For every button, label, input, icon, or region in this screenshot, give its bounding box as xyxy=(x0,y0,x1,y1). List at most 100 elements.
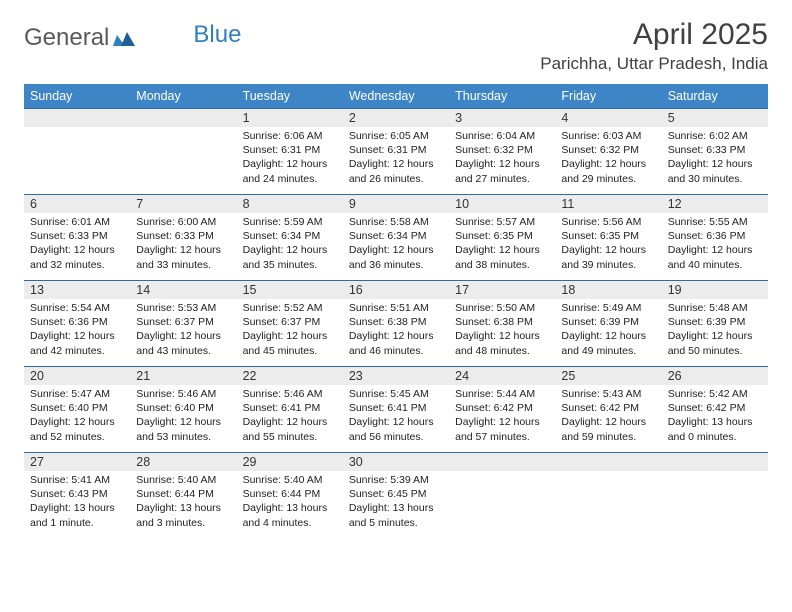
calendar-cell xyxy=(24,108,130,194)
day-number: 28 xyxy=(130,453,236,471)
day-details: Sunrise: 5:46 AMSunset: 6:40 PMDaylight:… xyxy=(130,385,236,444)
day-header: Friday xyxy=(555,84,661,108)
day-details: Sunrise: 5:58 AMSunset: 6:34 PMDaylight:… xyxy=(343,213,449,272)
calendar-cell xyxy=(449,452,555,538)
calendar-cell: 17Sunrise: 5:50 AMSunset: 6:38 PMDayligh… xyxy=(449,280,555,366)
header: General Blue April 2025 Parichha, Uttar … xyxy=(24,18,768,74)
calendar-cell: 13Sunrise: 5:54 AMSunset: 6:36 PMDayligh… xyxy=(24,280,130,366)
day-details: Sunrise: 6:05 AMSunset: 6:31 PMDaylight:… xyxy=(343,127,449,186)
day-number: 26 xyxy=(662,367,768,385)
logo-word1: General xyxy=(24,24,109,52)
calendar-cell: 19Sunrise: 5:48 AMSunset: 6:39 PMDayligh… xyxy=(662,280,768,366)
calendar-cell: 11Sunrise: 5:56 AMSunset: 6:35 PMDayligh… xyxy=(555,194,661,280)
day-number: 5 xyxy=(662,109,768,127)
day-number: 25 xyxy=(555,367,661,385)
day-details: Sunrise: 5:40 AMSunset: 6:44 PMDaylight:… xyxy=(237,471,343,530)
day-details: Sunrise: 5:55 AMSunset: 6:36 PMDaylight:… xyxy=(662,213,768,272)
day-number: 8 xyxy=(237,195,343,213)
day-header: Wednesday xyxy=(343,84,449,108)
calendar-week-row: 1Sunrise: 6:06 AMSunset: 6:31 PMDaylight… xyxy=(24,108,768,194)
day-number: 19 xyxy=(662,281,768,299)
day-details: Sunrise: 5:54 AMSunset: 6:36 PMDaylight:… xyxy=(24,299,130,358)
day-details: Sunrise: 6:00 AMSunset: 6:33 PMDaylight:… xyxy=(130,213,236,272)
calendar-cell: 9Sunrise: 5:58 AMSunset: 6:34 PMDaylight… xyxy=(343,194,449,280)
day-number: 2 xyxy=(343,109,449,127)
day-number: 1 xyxy=(237,109,343,127)
calendar-table: SundayMondayTuesdayWednesdayThursdayFrid… xyxy=(24,84,768,538)
calendar-cell: 20Sunrise: 5:47 AMSunset: 6:40 PMDayligh… xyxy=(24,366,130,452)
day-details: Sunrise: 5:57 AMSunset: 6:35 PMDaylight:… xyxy=(449,213,555,272)
day-details: Sunrise: 6:01 AMSunset: 6:33 PMDaylight:… xyxy=(24,213,130,272)
day-number: 15 xyxy=(237,281,343,299)
calendar-cell: 25Sunrise: 5:43 AMSunset: 6:42 PMDayligh… xyxy=(555,366,661,452)
calendar-cell: 8Sunrise: 5:59 AMSunset: 6:34 PMDaylight… xyxy=(237,194,343,280)
calendar-week-row: 6Sunrise: 6:01 AMSunset: 6:33 PMDaylight… xyxy=(24,194,768,280)
day-details: Sunrise: 5:42 AMSunset: 6:42 PMDaylight:… xyxy=(662,385,768,444)
calendar-cell: 3Sunrise: 6:04 AMSunset: 6:32 PMDaylight… xyxy=(449,108,555,194)
calendar-cell: 23Sunrise: 5:45 AMSunset: 6:41 PMDayligh… xyxy=(343,366,449,452)
calendar-cell: 7Sunrise: 6:00 AMSunset: 6:33 PMDaylight… xyxy=(130,194,236,280)
calendar-header-row: SundayMondayTuesdayWednesdayThursdayFrid… xyxy=(24,84,768,108)
day-details: Sunrise: 6:04 AMSunset: 6:32 PMDaylight:… xyxy=(449,127,555,186)
day-number: 4 xyxy=(555,109,661,127)
calendar-cell: 22Sunrise: 5:46 AMSunset: 6:41 PMDayligh… xyxy=(237,366,343,452)
day-details: Sunrise: 5:44 AMSunset: 6:42 PMDaylight:… xyxy=(449,385,555,444)
day-number: 6 xyxy=(24,195,130,213)
calendar-cell: 14Sunrise: 5:53 AMSunset: 6:37 PMDayligh… xyxy=(130,280,236,366)
calendar-cell: 1Sunrise: 6:06 AMSunset: 6:31 PMDaylight… xyxy=(237,108,343,194)
day-details: Sunrise: 5:40 AMSunset: 6:44 PMDaylight:… xyxy=(130,471,236,530)
day-details: Sunrise: 5:41 AMSunset: 6:43 PMDaylight:… xyxy=(24,471,130,530)
day-details: Sunrise: 5:56 AMSunset: 6:35 PMDaylight:… xyxy=(555,213,661,272)
day-details: Sunrise: 5:46 AMSunset: 6:41 PMDaylight:… xyxy=(237,385,343,444)
day-number: 18 xyxy=(555,281,661,299)
day-number: 22 xyxy=(237,367,343,385)
calendar-body: 1Sunrise: 6:06 AMSunset: 6:31 PMDaylight… xyxy=(24,108,768,538)
day-number: 3 xyxy=(449,109,555,127)
calendar-week-row: 13Sunrise: 5:54 AMSunset: 6:36 PMDayligh… xyxy=(24,280,768,366)
day-details: Sunrise: 5:43 AMSunset: 6:42 PMDaylight:… xyxy=(555,385,661,444)
day-number: 30 xyxy=(343,453,449,471)
calendar-cell: 15Sunrise: 5:52 AMSunset: 6:37 PMDayligh… xyxy=(237,280,343,366)
calendar-week-row: 27Sunrise: 5:41 AMSunset: 6:43 PMDayligh… xyxy=(24,452,768,538)
day-details: Sunrise: 5:39 AMSunset: 6:45 PMDaylight:… xyxy=(343,471,449,530)
day-number: 29 xyxy=(237,453,343,471)
calendar-cell: 18Sunrise: 5:49 AMSunset: 6:39 PMDayligh… xyxy=(555,280,661,366)
calendar-cell: 30Sunrise: 5:39 AMSunset: 6:45 PMDayligh… xyxy=(343,452,449,538)
calendar-cell: 12Sunrise: 5:55 AMSunset: 6:36 PMDayligh… xyxy=(662,194,768,280)
calendar-cell xyxy=(662,452,768,538)
day-details: Sunrise: 5:48 AMSunset: 6:39 PMDaylight:… xyxy=(662,299,768,358)
day-details: Sunrise: 6:02 AMSunset: 6:33 PMDaylight:… xyxy=(662,127,768,186)
calendar-cell: 26Sunrise: 5:42 AMSunset: 6:42 PMDayligh… xyxy=(662,366,768,452)
day-header: Saturday xyxy=(662,84,768,108)
location-subtitle: Parichha, Uttar Pradesh, India xyxy=(540,54,768,74)
day-number: 10 xyxy=(449,195,555,213)
day-details: Sunrise: 5:52 AMSunset: 6:37 PMDaylight:… xyxy=(237,299,343,358)
day-details: Sunrise: 5:53 AMSunset: 6:37 PMDaylight:… xyxy=(130,299,236,358)
day-number: 21 xyxy=(130,367,236,385)
day-number: 27 xyxy=(24,453,130,471)
day-header: Tuesday xyxy=(237,84,343,108)
day-details: Sunrise: 5:59 AMSunset: 6:34 PMDaylight:… xyxy=(237,213,343,272)
day-details: Sunrise: 5:51 AMSunset: 6:38 PMDaylight:… xyxy=(343,299,449,358)
day-number: 14 xyxy=(130,281,236,299)
day-number: 23 xyxy=(343,367,449,385)
calendar-cell: 24Sunrise: 5:44 AMSunset: 6:42 PMDayligh… xyxy=(449,366,555,452)
day-number: 24 xyxy=(449,367,555,385)
day-details: Sunrise: 5:47 AMSunset: 6:40 PMDaylight:… xyxy=(24,385,130,444)
day-number: 7 xyxy=(130,195,236,213)
calendar-week-row: 20Sunrise: 5:47 AMSunset: 6:40 PMDayligh… xyxy=(24,366,768,452)
calendar-cell: 21Sunrise: 5:46 AMSunset: 6:40 PMDayligh… xyxy=(130,366,236,452)
calendar-cell xyxy=(130,108,236,194)
logo-mark-icon xyxy=(113,25,135,53)
day-number: 16 xyxy=(343,281,449,299)
day-number: 17 xyxy=(449,281,555,299)
day-details: Sunrise: 5:45 AMSunset: 6:41 PMDaylight:… xyxy=(343,385,449,444)
day-details: Sunrise: 5:50 AMSunset: 6:38 PMDaylight:… xyxy=(449,299,555,358)
day-number: 13 xyxy=(24,281,130,299)
calendar-cell: 10Sunrise: 5:57 AMSunset: 6:35 PMDayligh… xyxy=(449,194,555,280)
calendar-cell: 2Sunrise: 6:05 AMSunset: 6:31 PMDaylight… xyxy=(343,108,449,194)
calendar-cell: 6Sunrise: 6:01 AMSunset: 6:33 PMDaylight… xyxy=(24,194,130,280)
day-number: 20 xyxy=(24,367,130,385)
calendar-cell: 16Sunrise: 5:51 AMSunset: 6:38 PMDayligh… xyxy=(343,280,449,366)
day-header: Sunday xyxy=(24,84,130,108)
